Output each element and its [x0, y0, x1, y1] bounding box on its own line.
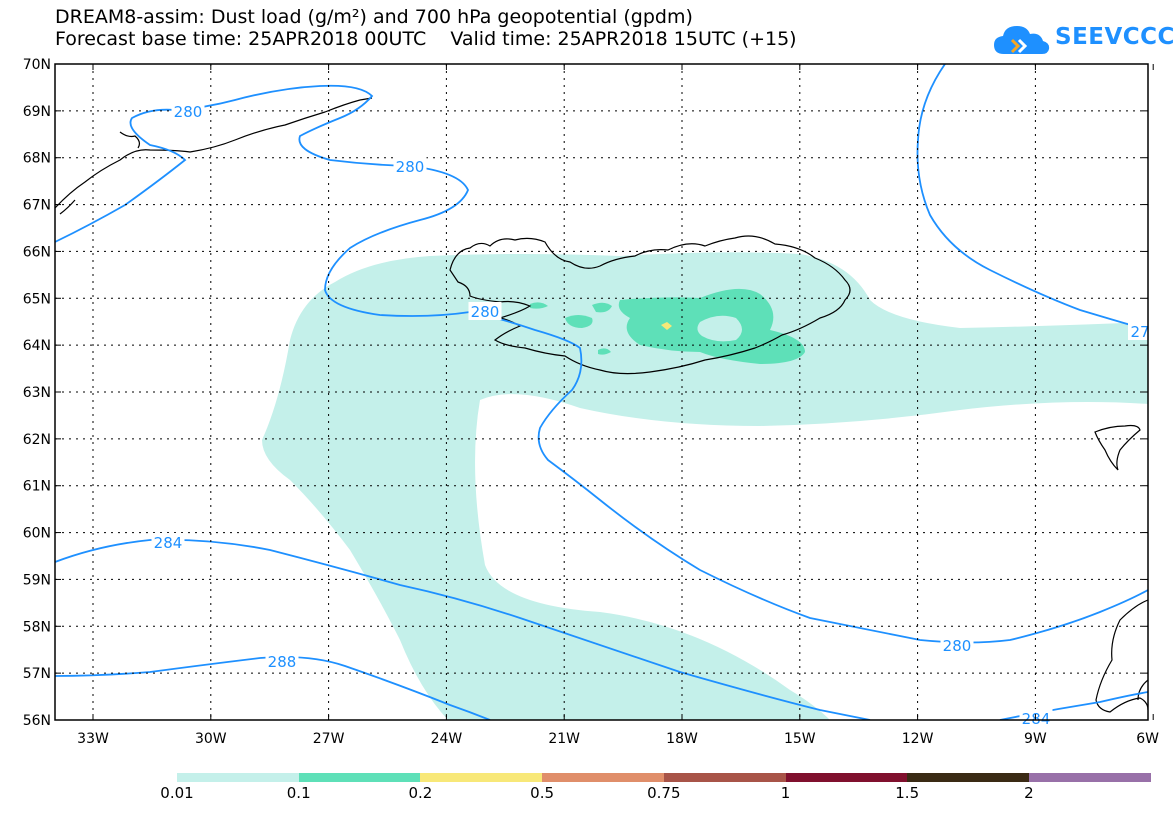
dust-hole — [697, 315, 742, 342]
contour-label: 284 — [1022, 710, 1051, 728]
latitude-labels: 70N 69N 68N 67N 66N 65N 64N 63N 62N 61N 60N 59N 58N 5… — [23, 57, 51, 729]
contour-276-east — [916, 64, 1148, 331]
lon-label: 12W — [902, 731, 934, 747]
contour-label-bg — [393, 157, 427, 175]
logo-text: SEEVCCC — [1055, 24, 1175, 50]
legend-swatch — [907, 773, 1030, 782]
legend-label: 0.01 — [160, 784, 194, 802]
contour-label-bg — [468, 302, 502, 320]
chart-title: DREAM8-assim: Dust load (g/m²) and 700 h… — [55, 6, 693, 28]
legend-label: 0.2 — [408, 784, 433, 802]
lat-label: 66N — [23, 244, 51, 260]
lon-label: 15W — [784, 731, 816, 747]
lat-label: 64N — [23, 338, 51, 354]
longitude-labels: 33W 30W 27W 24W 21W 18W 15W 12W 9W 6W — [77, 731, 1159, 747]
lat-label: 68N — [23, 151, 51, 167]
contour-label: 280 — [471, 303, 500, 321]
lat-label: 58N — [23, 619, 51, 635]
contour-label: 288 — [268, 653, 297, 671]
contour-labels: 280 280 280 27 284 288 280 284 — [151, 102, 1152, 728]
map-frame — [54, 63, 1149, 721]
dust-patch — [530, 302, 548, 309]
contour-label-bg — [151, 533, 185, 551]
dust-area-low — [262, 252, 1148, 720]
lat-label: 56N — [23, 713, 51, 729]
dust-patch — [565, 315, 593, 328]
dust-area-high — [661, 322, 672, 330]
contour-label-bg — [1019, 709, 1053, 727]
lon-label: 33W — [77, 731, 109, 747]
lat-label: 65N — [23, 291, 51, 307]
contour-label: 27 — [1130, 323, 1149, 341]
legend-label: 0.1 — [286, 784, 311, 802]
lon-label: 6W — [1136, 731, 1159, 747]
contour-label: 280 — [174, 103, 203, 121]
lat-label: 59N — [23, 572, 51, 588]
contour-label-bg — [1128, 322, 1152, 340]
dust-patch — [598, 348, 611, 355]
legend-swatch — [663, 773, 786, 782]
dust-patch — [592, 302, 612, 313]
legend-swatch — [298, 773, 421, 782]
lat-label: 67N — [23, 198, 51, 214]
legend-swatch — [785, 773, 908, 782]
seevccc-logo: SEEVCCC — [992, 20, 1174, 60]
contour-label-bg — [940, 636, 974, 654]
cloud-logo-icon — [994, 26, 1050, 54]
lat-label: 57N — [23, 666, 51, 682]
contour-label: 284 — [154, 534, 183, 552]
lat-label: 63N — [23, 385, 51, 401]
lon-label: 30W — [195, 731, 227, 747]
legend-swatch — [542, 773, 665, 782]
faroe-islands — [1094, 424, 1141, 471]
graticule — [55, 64, 1148, 720]
scotland-coast — [1095, 599, 1148, 713]
legend-label: 0.5 — [530, 784, 555, 802]
greenland-coast — [55, 97, 373, 209]
lat-label: 69N — [23, 104, 51, 120]
lat-label: 61N — [23, 479, 51, 495]
lon-label: 21W — [548, 731, 580, 747]
lon-label: 9W — [1024, 731, 1047, 747]
contour-label-bg — [171, 102, 205, 120]
legend-swatch — [177, 773, 300, 782]
lon-label: 27W — [313, 731, 345, 747]
lat-label: 60N — [23, 526, 51, 542]
axis-ticks — [55, 63, 1154, 721]
legend-label: 0.75 — [647, 784, 681, 802]
chart-subtitle: Forecast base time: 25APR2018 00UTC Vali… — [55, 28, 797, 50]
contour-label-bg — [265, 652, 299, 670]
lon-label: 24W — [431, 731, 463, 747]
contour-label: 280 — [396, 158, 425, 176]
lat-label: 62N — [23, 432, 51, 448]
lat-label: 70N — [23, 57, 51, 73]
legend-label: 1.5 — [895, 784, 920, 802]
contour-label: 280 — [943, 637, 972, 655]
legend-label: 2 — [1024, 784, 1034, 802]
legend-swatch — [420, 773, 543, 782]
legend-label: 1 — [780, 784, 791, 802]
legend-swatch — [1028, 773, 1152, 782]
lon-label: 18W — [666, 731, 698, 747]
